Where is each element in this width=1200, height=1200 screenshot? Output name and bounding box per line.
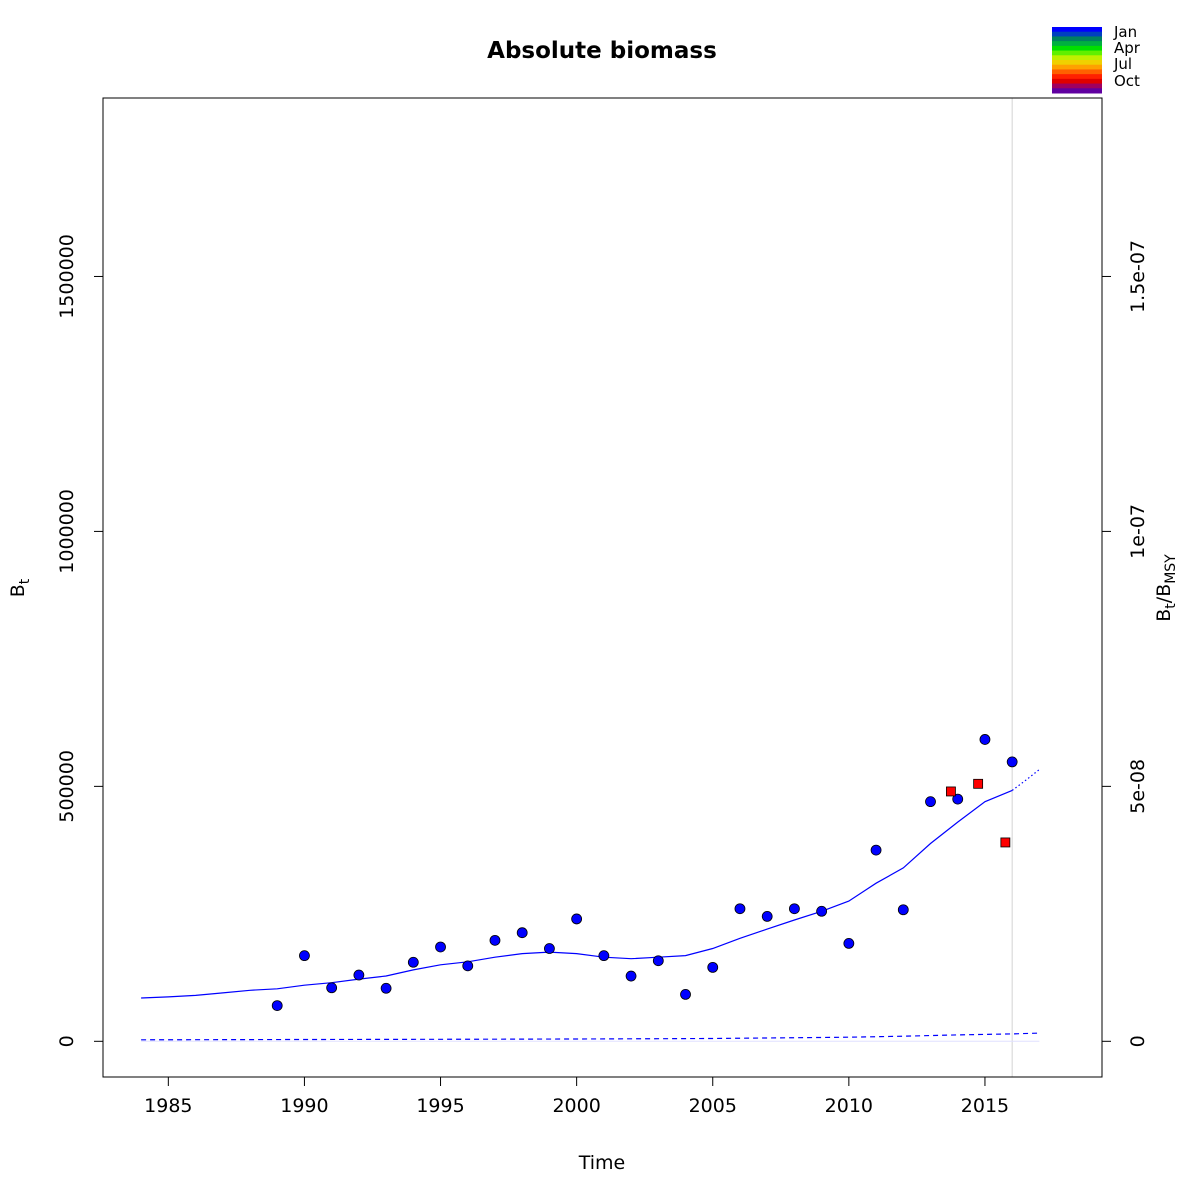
legend-swatch [1052,50,1102,56]
x-tick-label: 2005 [689,1095,737,1117]
x-tick-label: 1985 [144,1095,192,1117]
plot-area: 1985 1990 1995 2000 2005 2010 2015 0 500000 10000… [56,97,1149,1117]
data-point-circle [734,903,746,915]
legend-label: Oct [1114,72,1140,90]
legend-label: Jul [1113,55,1132,73]
x-tick-label: 1995 [416,1095,464,1117]
legend-swatch [1052,74,1102,80]
legend-swatch [1052,78,1102,85]
data-point-circle [544,943,555,954]
data-point-circle [271,1000,283,1012]
data-point-circle [952,793,964,805]
data-point-circle [598,950,610,962]
y-tick-label: 1500000 [56,234,78,319]
x-axis-label: Time [578,1152,626,1174]
legend-swatch [1052,64,1102,70]
data-point-circle [979,734,991,745]
x-tick-label: 1990 [280,1095,328,1117]
legend-swatch [1052,45,1102,52]
data-point-circle [870,844,882,856]
x-tick-label: 2010 [825,1095,873,1117]
bbmsy-line [141,1032,1040,1041]
data-point-circle [1006,756,1018,768]
legend-label: Jan [1113,23,1137,41]
data-point-circle [516,927,528,939]
y-tick-label: 500000 [56,750,78,823]
data-point-circle [897,904,909,916]
data-point-circle [462,960,474,972]
y2-tick-label: 5e-08 [1127,759,1149,814]
y2-tick-label: 0 [1127,1035,1149,1047]
data-point-circle [299,950,310,962]
chart-title: Absolute biomass [487,38,717,64]
x-tick-label: 2015 [961,1095,1009,1117]
data-point-circle [652,955,664,967]
legend-swatch [1052,31,1102,37]
data-point-circle [353,969,365,981]
data-point-circle [435,941,446,953]
legend-swatch [1052,55,1102,61]
biomass-prediction-line [1011,769,1040,791]
legend-swatch [1052,83,1102,89]
y-axis-label: Bt [7,578,33,597]
y-axis-label-subscript: t [17,578,33,584]
legend-label: Apr [1114,39,1141,57]
legend-swatch [1052,36,1102,42]
y2-axis-label-subscript-t: t [1163,603,1179,609]
svg-text:Bt/BMSY: Bt/BMSY [1153,554,1179,622]
data-point-circle [680,988,691,1000]
legend-swatch [1052,60,1102,66]
data-point-circle [816,905,828,917]
data-point-circle [407,956,419,968]
legend-swatch [1052,88,1102,94]
biomass-line [141,789,1013,999]
data-point-circle [789,903,800,915]
x-tick-label: 2000 [552,1095,600,1117]
data-point-circle [326,982,338,994]
data-point-circle [761,910,773,922]
data-point-circle [925,796,936,808]
y-tick-label: 1000000 [56,489,78,574]
data-point-square [973,778,984,789]
data-point-circle [571,913,583,925]
y-axis-label-main: B [7,584,29,597]
y-tick-label: 0 [56,1035,78,1047]
plot-frame [102,97,1103,1078]
data-point-circle [707,961,719,973]
data-point-square [946,786,956,797]
legend-swatch [1052,41,1102,47]
data-point-circle [489,934,501,946]
y2-tick-label: 1.5e-07 [1127,240,1149,313]
data-point-circle [843,938,855,949]
y2-tick-label: 1e-07 [1127,504,1149,559]
y2-axis-label: Bt/BMSY [1153,554,1179,622]
svg-text:Bt: Bt [7,578,33,597]
data-point-circle [380,982,392,994]
legend-swatch [1052,27,1102,33]
legend-swatch [1052,69,1102,75]
data-point-circle [625,970,637,982]
y2-axis-label-subscript-msy: MSY [1163,554,1179,584]
data-point-square [1000,837,1011,848]
y2-axis-label-main: B [1153,609,1175,622]
y2-axis-label-slash: /B [1153,584,1175,603]
